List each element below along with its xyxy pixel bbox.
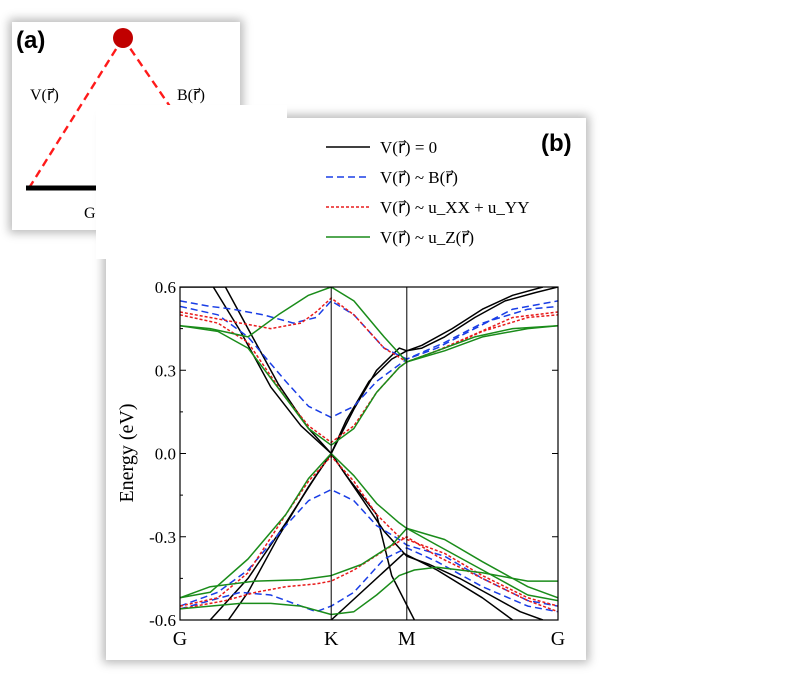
band-line-dotted-e81b1b xyxy=(180,536,558,613)
panel-b-tag: (b) xyxy=(541,130,572,157)
band-line-solid-1a8c1a xyxy=(180,566,558,616)
band-line-solid-1a8c1a xyxy=(180,527,558,602)
band-line-solid-1a8c1a xyxy=(180,287,558,363)
band-line-dashed-1a3ee6 xyxy=(180,300,558,360)
series-layer xyxy=(180,287,558,620)
band-line-solid-000000 xyxy=(210,552,514,620)
y-tick-label: -0.6 xyxy=(149,611,176,630)
y-tick-label: 0.0 xyxy=(155,445,176,464)
band-line-dashed-1a3ee6 xyxy=(180,547,558,613)
left-dashed-edge xyxy=(27,37,125,189)
y-axis: 0.6 0.3 0.0 -0.3 -0.6 xyxy=(149,278,558,630)
band-line-dotted-e81b1b xyxy=(180,314,558,444)
panel-b-notch xyxy=(96,105,287,259)
panel-a-tag: (a) xyxy=(16,27,45,54)
band-line-solid-000000 xyxy=(212,287,544,455)
plot-frame xyxy=(179,286,559,621)
y-tick-label: -0.3 xyxy=(149,528,176,547)
band-line-solid-000000 xyxy=(209,452,416,620)
band-line-dotted-e81b1b xyxy=(180,297,558,363)
legend-label: V(r⃗) = 0 xyxy=(380,138,437,157)
y-tick-label: 0.3 xyxy=(155,361,176,380)
band-line-solid-000000 xyxy=(227,452,544,620)
band-line-dashed-1a3ee6 xyxy=(180,488,558,607)
symmetry-lines xyxy=(330,287,408,620)
band-line-solid-1a8c1a xyxy=(180,452,558,599)
x-point-label: M xyxy=(398,628,416,650)
legend: V(r⃗) = 0 V(r⃗) ~ B(r⃗) V(r⃗) ~ u_XX + u_Y… xyxy=(326,138,529,247)
band-line-dashed-1a3ee6 xyxy=(180,305,558,419)
x-point-label: K xyxy=(324,628,339,650)
band-line-solid-000000 xyxy=(180,287,558,455)
vertex-dot xyxy=(113,28,133,48)
legend-label: V(r⃗) ~ u_Z(r⃗) xyxy=(380,228,474,247)
y-axis-label: Energy (eV) xyxy=(116,403,138,502)
band-line-solid-1a8c1a xyxy=(180,325,558,446)
x-point-label: G xyxy=(173,628,187,650)
right-edge-label: B(r⃗) xyxy=(177,87,205,104)
legend-label: V(r⃗) ~ u_XX + u_YY xyxy=(380,198,529,217)
right-dashed-edge xyxy=(122,37,227,189)
y-tick-label: 0.6 xyxy=(155,278,176,297)
left-edge-label: V(r⃗) xyxy=(30,87,59,104)
x-point-label: G xyxy=(551,628,565,650)
legend-label: V(r⃗) ~ B(r⃗) xyxy=(380,168,458,187)
